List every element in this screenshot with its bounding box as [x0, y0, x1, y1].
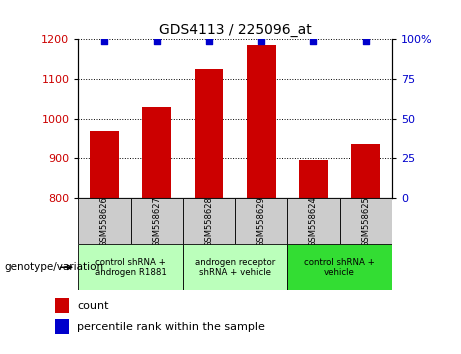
Point [362, 38, 369, 44]
Bar [78, 244, 183, 290]
Text: GSM558625: GSM558625 [361, 196, 370, 247]
Text: percentile rank within the sample: percentile rank within the sample [77, 322, 266, 332]
Text: GSM558629: GSM558629 [257, 196, 266, 247]
Text: count: count [77, 301, 109, 311]
Bar [55, 319, 69, 334]
Bar [183, 198, 235, 244]
Point [101, 38, 108, 44]
Text: androgen receptor
shRNA + vehicle: androgen receptor shRNA + vehicle [195, 258, 275, 277]
Bar [78, 198, 130, 244]
Bar [55, 298, 69, 313]
Text: genotype/variation: genotype/variation [5, 262, 104, 272]
Point [258, 38, 265, 44]
Text: control shRNA +
vehicle: control shRNA + vehicle [304, 258, 375, 277]
Bar [351, 144, 380, 198]
Bar [299, 160, 328, 198]
Point [310, 38, 317, 44]
Bar [130, 198, 183, 244]
Text: GSM558628: GSM558628 [205, 196, 213, 247]
Title: GDS4113 / 225096_at: GDS4113 / 225096_at [159, 23, 312, 36]
Bar [195, 69, 224, 198]
Point [205, 38, 213, 44]
Bar [183, 244, 287, 290]
Bar [287, 244, 392, 290]
Text: control shRNA +
androgen R1881: control shRNA + androgen R1881 [95, 258, 166, 277]
Point [153, 38, 160, 44]
Bar [247, 45, 276, 198]
Text: GSM558627: GSM558627 [152, 196, 161, 247]
Text: GSM558626: GSM558626 [100, 196, 109, 247]
Text: GSM558624: GSM558624 [309, 196, 318, 247]
Bar [235, 198, 287, 244]
Bar [142, 107, 171, 198]
Bar [287, 198, 340, 244]
Bar [340, 198, 392, 244]
Bar [90, 131, 119, 198]
